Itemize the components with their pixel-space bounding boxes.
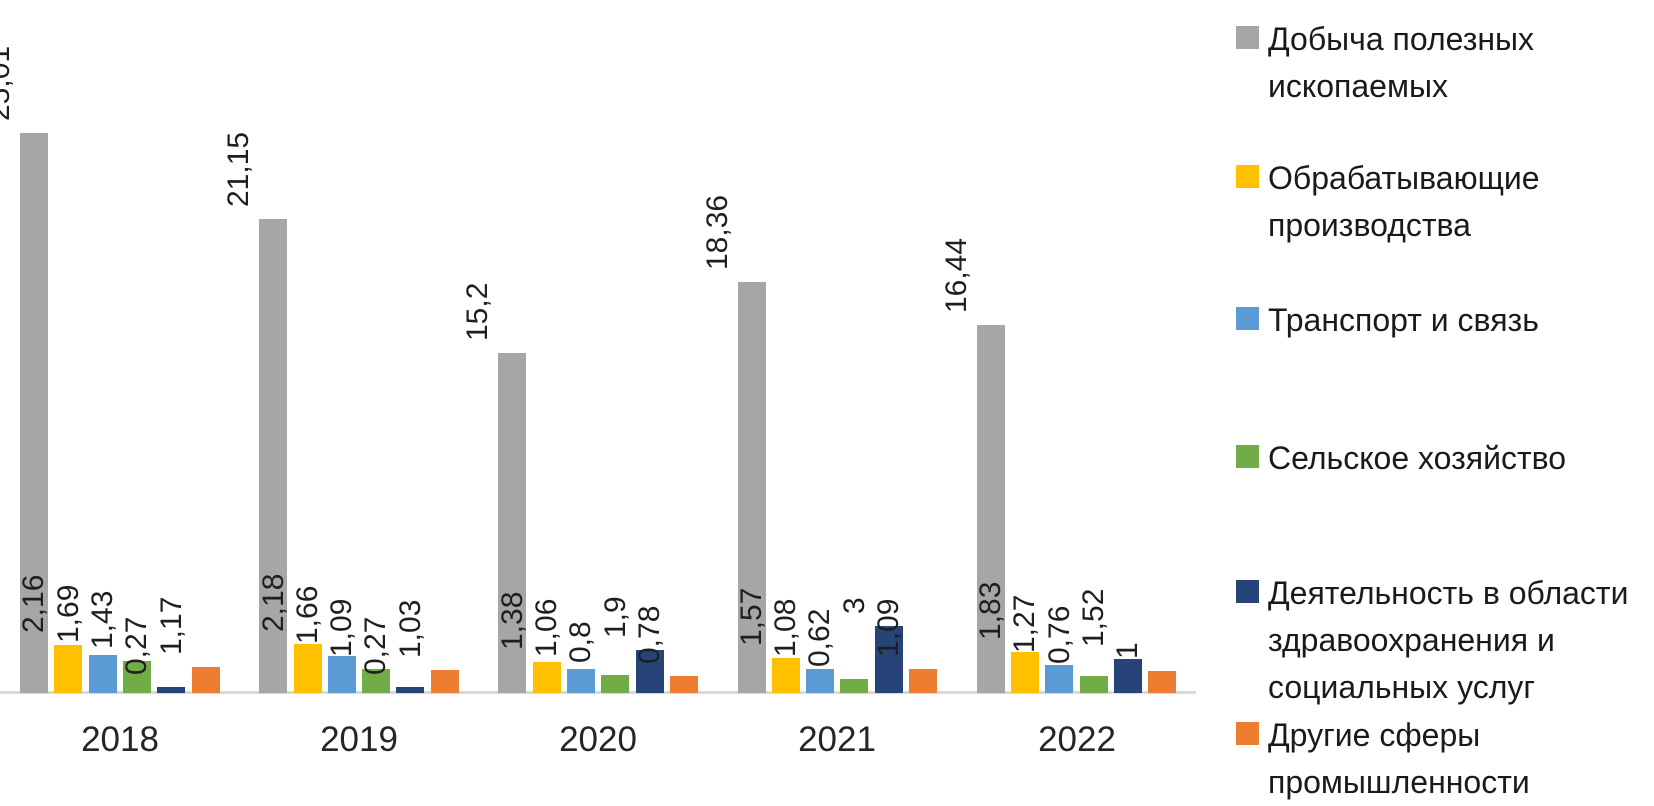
legend-item: Деятельность в области здравоохранения и… [1236, 570, 1654, 711]
legend: Добыча полезных ископаемых Обрабатывающие… [1236, 0, 1654, 806]
bar-value-label: 1,17 [155, 596, 188, 655]
bar [567, 669, 595, 693]
bar [977, 325, 1005, 693]
bar [54, 645, 82, 693]
bar-value-label: 1 [1111, 642, 1144, 659]
x-axis-label: 2020 [559, 720, 637, 759]
bar-value-label: 1,09 [872, 598, 905, 657]
legend-marker [1236, 307, 1259, 330]
bar-value-label: 2,16 [17, 574, 50, 633]
bar-value-label: 0,27 [359, 616, 392, 675]
bar-value-label: 1,9 [599, 596, 632, 638]
bar [294, 644, 322, 693]
bar-value-label: 1,66 [291, 585, 324, 644]
bar-value-label: 1,08 [769, 598, 802, 657]
bar-value-label: 3 [838, 597, 871, 614]
bar-value-label: 2,18 [257, 573, 290, 632]
legend-label: Другие сферы промышленности [1268, 717, 1530, 800]
bar [396, 687, 424, 693]
legend-marker [1236, 445, 1259, 468]
legend-item: Сельское хозяйство [1236, 435, 1654, 482]
bar-value-label: 0,78 [633, 605, 666, 664]
legend-item: Добыча полезных ископаемых [1236, 16, 1654, 110]
bar [636, 650, 664, 693]
legend-label: Добыча полезных ископаемых [1268, 21, 1535, 104]
legend-item: Транспорт и связь [1236, 297, 1654, 344]
plot-area: 2018 25,01 2,16 1,69 1,43 0,27 1,17 2019 21,15 2,… [0, 45, 1196, 759]
x-axis-line [0, 691, 1196, 694]
x-axis-label: 2018 [81, 720, 159, 759]
bar [192, 667, 220, 693]
legend-marker [1236, 165, 1259, 188]
bar-value-label: 21,15 [222, 131, 255, 207]
bar-value-label: 15,2 [461, 282, 494, 341]
bar [670, 676, 698, 693]
legend-label: Обрабатывающие производства [1268, 160, 1540, 243]
bar-value-label: 0,8 [564, 621, 597, 663]
bar-value-label: 1,06 [530, 598, 563, 657]
bar [157, 687, 185, 693]
legend-label: Деятельность в области здравоохранения и… [1268, 575, 1629, 705]
bar [738, 282, 766, 693]
bar [1011, 652, 1039, 693]
x-axis-label: 2022 [1038, 720, 1116, 759]
bar-value-label: 1,27 [1008, 594, 1041, 653]
legend-marker [1236, 580, 1259, 603]
bar [123, 661, 151, 693]
legend-label: Транспорт и связь [1268, 302, 1539, 338]
bar [20, 133, 48, 693]
bar-value-label: 1,69 [52, 584, 85, 643]
bar-value-label: 1,03 [394, 599, 427, 658]
bar-value-label: 1,52 [1077, 588, 1110, 647]
bar [806, 669, 834, 693]
bar-value-label: 0,62 [803, 608, 836, 667]
bar [431, 670, 459, 693]
x-axis-label: 2021 [798, 720, 876, 759]
bar-value-label: 1,57 [735, 587, 768, 646]
bar [328, 656, 356, 693]
bar-value-label: 1,83 [974, 581, 1007, 640]
bar-value-label: 0,27 [120, 616, 153, 675]
bar [601, 675, 629, 693]
bar [875, 626, 903, 693]
x-axis-label: 2019 [320, 720, 398, 759]
legend-label: Сельское хозяйство [1268, 440, 1567, 476]
bar-value-label: 25,01 [0, 45, 16, 121]
bar [840, 679, 868, 693]
legend-item: Обрабатывающие производства [1236, 155, 1654, 249]
bar-value-label: 1,38 [496, 591, 529, 650]
bar [1114, 659, 1142, 693]
bar-value-label: 1,43 [86, 590, 119, 649]
legend-marker [1236, 722, 1259, 745]
bar [498, 353, 526, 693]
bar [1045, 665, 1073, 693]
bar-value-label: 16,44 [940, 237, 973, 313]
bar [533, 662, 561, 693]
bar [772, 658, 800, 693]
bar [89, 655, 117, 693]
legend-item: Другие сферы промышленности [1236, 712, 1654, 806]
bar [259, 219, 287, 693]
bar-value-label: 0,76 [1043, 605, 1076, 664]
bar [1148, 671, 1176, 693]
bar [1080, 676, 1108, 693]
bar [362, 669, 390, 693]
bar-value-label: 18,36 [701, 194, 734, 270]
legend-marker [1236, 26, 1259, 49]
bar-value-label: 1,09 [325, 598, 358, 657]
bar [909, 669, 937, 693]
